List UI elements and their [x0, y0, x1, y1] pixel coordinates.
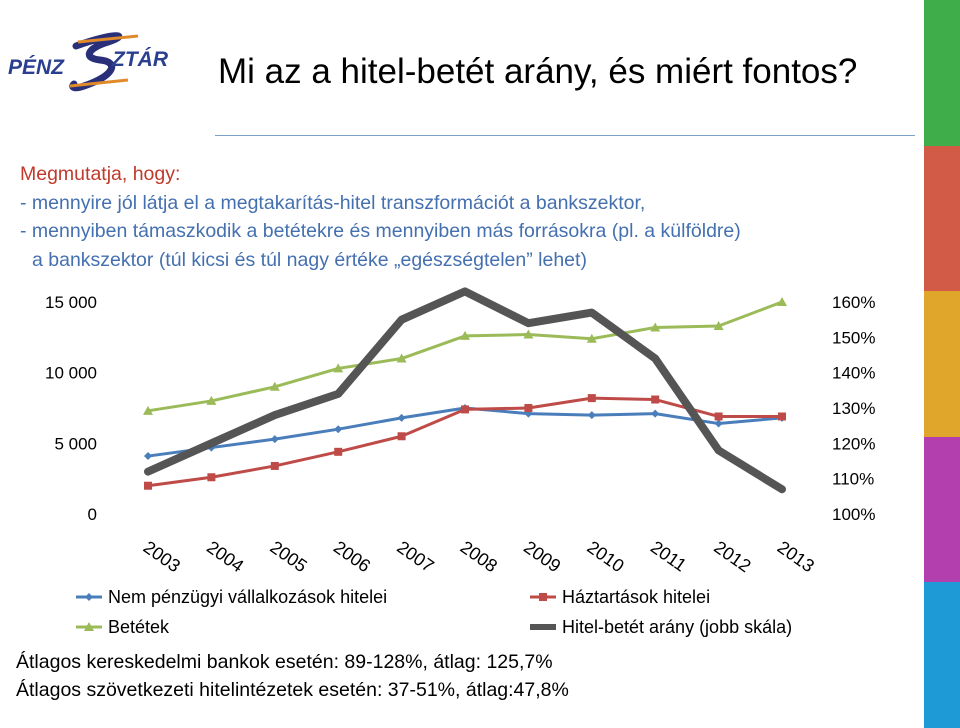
x-tick-label: 2010: [584, 537, 628, 576]
data-point: [207, 473, 216, 482]
legend-item: Betétek: [76, 616, 169, 638]
intro-line-3: a bankszektor (túl kicsi és túl nagy ért…: [32, 248, 587, 271]
data-point: [651, 409, 660, 418]
data-point: [714, 412, 723, 421]
footer-text: Átlagos kereskedelmi bankok esetén: 89-1…: [16, 648, 569, 704]
x-tick-label: 2012: [710, 537, 754, 576]
x-tick-label: 2006: [330, 537, 374, 576]
data-point: [206, 395, 217, 405]
stripe-segment: [924, 582, 960, 728]
data-point: [143, 405, 153, 415]
y-right-tick-label: 120%: [832, 434, 875, 453]
data-point: [777, 297, 787, 306]
legend-label: Betétek: [108, 616, 170, 637]
y-right-tick-label: 130%: [832, 399, 875, 418]
x-tick-label: 2009: [520, 537, 564, 576]
y-left-tick-label: 10 000: [45, 364, 97, 383]
footer-line-2: Átlagos szövetkezeti hitelintézetek eset…: [16, 679, 569, 701]
legend-item: Hitel-betét arány (jobb skála): [530, 616, 792, 638]
data-point: [714, 419, 723, 428]
title-divider: [215, 135, 915, 136]
legend-swatch: [76, 593, 102, 601]
data-point: [396, 353, 407, 363]
x-tick-label: 2004: [203, 537, 247, 576]
data-point: [397, 432, 406, 441]
footer-line-1: Átlagos kereskedelmi bankok esetén: 89-1…: [16, 651, 553, 673]
data-point: [713, 321, 724, 331]
data-point: [269, 381, 280, 391]
y-right-tick-label: 140%: [832, 364, 875, 383]
legend-label: Nem pénzügyi vállalkozások hitelei: [108, 586, 388, 607]
legend-label: Háztartások hitelei: [562, 586, 711, 607]
data-point: [651, 395, 660, 404]
x-tick-label: 2003: [140, 537, 184, 576]
legend-swatch: [530, 593, 556, 601]
data-point: [270, 461, 279, 470]
slide-title: Mi az a hitel-betét arány, és miért font…: [218, 52, 858, 91]
intro-line-2: - mennyiben támaszkodik a betétekre és m…: [20, 220, 741, 242]
series-line: [144, 287, 786, 494]
legend-label: Hitel-betét arány (jobb skála): [562, 616, 793, 637]
stripe-segment: [924, 0, 960, 146]
data-point: [334, 447, 343, 456]
y-left-tick-label: 0: [88, 505, 97, 524]
legend-item: Nem pénzügyi vállalkozások hitelei: [76, 586, 387, 608]
stripe-segment: [924, 145, 960, 292]
legend-swatch: [76, 622, 102, 631]
data-point: [650, 322, 661, 332]
data-point: [524, 404, 533, 412]
y-left-tick-label: 5 000: [54, 434, 97, 453]
data-point: [461, 405, 469, 414]
y-right-tick-label: 100%: [832, 505, 875, 524]
data-point: [270, 435, 279, 444]
y-right-tick-label: 150%: [832, 328, 875, 347]
data-point: [144, 481, 152, 490]
data-point: [460, 330, 470, 340]
x-tick-label: 2011: [647, 537, 690, 576]
data-point: [586, 333, 597, 343]
legend-item: Háztartások hitelei: [530, 586, 710, 608]
intro-text: Megmutatja, hogy: - mennyire jól látja e…: [20, 160, 741, 274]
y-left-tick-label: 15 000: [45, 293, 97, 312]
data-point: [778, 412, 786, 421]
x-tick-label: 2005: [267, 537, 311, 576]
stripe-segment: [924, 436, 960, 583]
penzsztar-logo: PÉNZ ZTÁR: [4, 28, 196, 98]
svg-text:ZTÁR: ZTÁR: [111, 48, 169, 71]
data-point: [144, 452, 152, 461]
legend-swatch: [530, 624, 556, 630]
data-point: [587, 394, 596, 403]
data-point: [523, 329, 534, 339]
data-point: [397, 413, 406, 422]
x-tick-label: 2008: [457, 537, 501, 576]
data-point: [524, 409, 533, 418]
x-tick-label: 2013: [774, 537, 818, 576]
intro-lead: Megmutatja, hogy:: [20, 163, 181, 185]
y-right-tick-label: 160%: [832, 293, 875, 312]
x-tick-label: 2007: [393, 537, 437, 576]
stripe-segment: [924, 291, 960, 437]
intro-line-1: - mennyire jól látja el a megtakarítás-h…: [20, 191, 646, 214]
svg-text:PÉNZ: PÉNZ: [8, 56, 65, 79]
loan-deposit-chart: 0 5 000 10 000 15 000 100% 110% 120% 130% 140% 15…: [45, 287, 875, 576]
data-point: [587, 411, 596, 420]
data-point: [333, 363, 344, 373]
series-line: [146, 300, 784, 413]
data-point: [334, 425, 343, 434]
y-right-tick-label: 110%: [832, 470, 874, 489]
